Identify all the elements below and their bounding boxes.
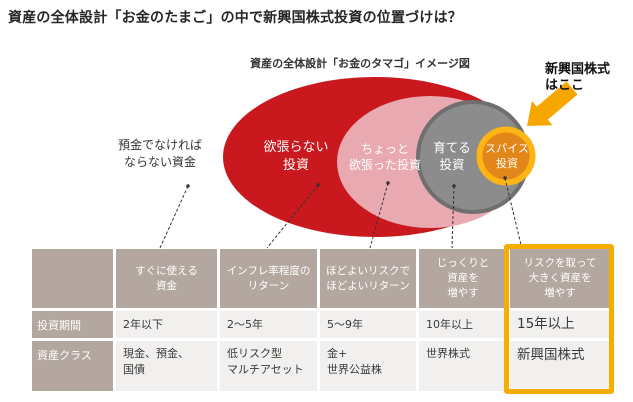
cell-period-5: 15年以上 (510, 311, 610, 338)
cell-period-1: 2年以下 (116, 311, 217, 338)
column-header-moderate-risk: ほどよいリスクで ほどよいリターン (320, 249, 416, 308)
page-title: 資産の全体設計「お金のたまご」の中で新興国株式投資の位置づけは？ (8, 10, 462, 26)
connector-dots (186, 176, 507, 188)
corner-cell (32, 249, 113, 308)
column-header-inflation: インフレ率程度の リターン (220, 249, 317, 308)
column-header-quick-funds: すぐに使える 資金 (116, 249, 217, 308)
diagram-caption: 資産の全体設計「お金のタマゴ」イメージ図 (250, 57, 470, 70)
row-header-asset-class: 資産クラス (32, 341, 113, 391)
zone-little-greed-label: ちょっと 欲張った投資 (348, 142, 421, 173)
cell-period-4: 10年以上 (419, 311, 507, 338)
cell-period-2: 2～5年 (220, 311, 317, 338)
asset-allocation-table: すぐに使える 資金 インフレ率程度の リターン ほどよいリスクで ほどよいリター… (32, 249, 610, 391)
zone-no-greed-label: 欲張らない 投資 (263, 140, 329, 173)
cell-asset-4: 世界株式 (419, 341, 507, 391)
deposit-note: 預金でなければ ならない資金 (117, 138, 202, 169)
zone-grow-label: 育てる 投資 (433, 140, 471, 172)
cell-asset-2: 低リスク型 マルチアセット (220, 341, 317, 391)
cell-asset-3: 金+ 世界公益株 (320, 341, 416, 391)
connector-lines (159, 177, 522, 249)
callout-arrow-icon (527, 81, 578, 126)
column-header-steady-growth: じっくりと 資産を 増やす (419, 249, 507, 308)
column-header-high-risk: リスクを取って 大きく資産を 増やす (510, 249, 610, 308)
cell-period-3: 5～9年 (320, 311, 416, 338)
cell-asset-1: 現金、預金、 国債 (116, 341, 217, 391)
zone-spice-circle (476, 126, 536, 186)
zone-spice-label: スパイス 投資 (485, 142, 529, 170)
emerging-market-callout: 新興国株式 はここ (545, 62, 611, 94)
row-header-investment-period: 投資期間 (32, 311, 113, 338)
cell-asset-5: 新興国株式 (510, 341, 610, 391)
